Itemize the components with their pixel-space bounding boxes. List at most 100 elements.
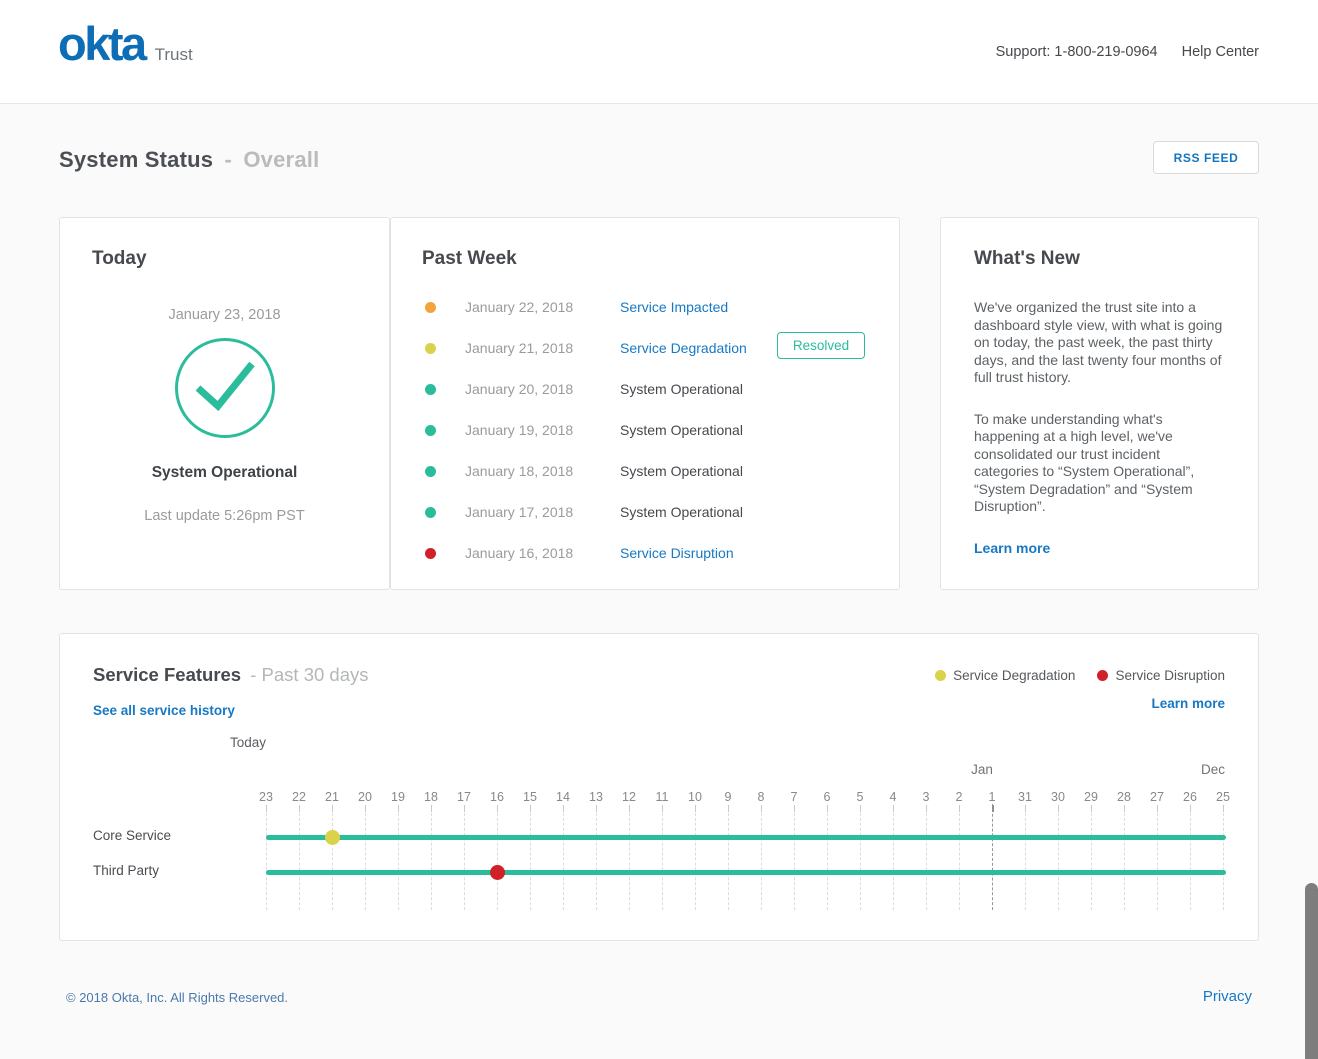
past-week-row: January 16, 2018Service Disruption (391, 540, 899, 570)
axis-day-label: 17 (449, 790, 479, 804)
status-dot-icon (425, 466, 436, 477)
okta-logo[interactable]: okta (58, 18, 145, 70)
axis-day-label: 15 (515, 790, 545, 804)
axis-tick (860, 805, 861, 812)
incident-status[interactable]: Service Impacted (620, 299, 728, 315)
gridline (299, 813, 300, 910)
footer: © 2018 Okta, Inc. All Rights Reserved. P… (0, 941, 1318, 1059)
axis-day-label: 20 (350, 790, 380, 804)
axis-day-label: 16 (482, 790, 512, 804)
axis-day-label: 23 (251, 790, 281, 804)
resolved-badge[interactable]: Resolved (777, 332, 865, 359)
scrollbar-thumb[interactable] (1305, 883, 1318, 1059)
axis-day-label: 31 (1010, 790, 1040, 804)
header: okta Trust Support: 1-800-219-0964 Help … (0, 0, 1318, 104)
axis-tick (1157, 805, 1158, 812)
chart-row-label: Core Service (93, 828, 223, 843)
logo[interactable]: okta Trust (58, 18, 193, 70)
whats-new-panel: What's New We've organized the trust sit… (940, 217, 1259, 590)
gridline (431, 813, 432, 910)
axis-day-label: 3 (911, 790, 941, 804)
past-week-row: January 19, 2018System Operational (391, 417, 899, 447)
gridline (629, 813, 630, 910)
gridline (1190, 813, 1191, 910)
incident-date: January 21, 2018 (465, 340, 573, 356)
axis-day-label: 12 (614, 790, 644, 804)
whats-new-paragraph-2: To make understanding what's happening a… (974, 411, 1225, 516)
gridline (1124, 813, 1125, 910)
axis-day-label: 6 (812, 790, 842, 804)
axis-tick (959, 805, 960, 812)
axis-tick (530, 805, 531, 812)
axis-tick (596, 805, 597, 812)
axis-day-label: 9 (713, 790, 743, 804)
axis-tick (431, 805, 432, 812)
axis-day-label: 27 (1142, 790, 1172, 804)
axis-day-label: 21 (317, 790, 347, 804)
status-dot-icon (425, 548, 436, 559)
axis-tick (1223, 805, 1224, 812)
axis-day-label: 1 (977, 790, 1007, 804)
axis-day-label: 8 (746, 790, 776, 804)
axis-tick (1124, 805, 1125, 812)
axis-tick (1025, 805, 1026, 812)
logo-trust-label: Trust (155, 45, 193, 65)
last-update-label: Last update 5:26pm PST (60, 508, 389, 524)
header-links: Support: 1-800-219-0964 Help Center (996, 44, 1259, 60)
gridline (530, 813, 531, 910)
help-center-link[interactable]: Help Center (1182, 44, 1259, 60)
incident-date: January 22, 2018 (465, 299, 573, 315)
incident-date: January 20, 2018 (465, 381, 573, 397)
gridline (695, 813, 696, 910)
page-title: System Status - Overall (59, 147, 1259, 173)
month-boundary-gridline (992, 804, 993, 910)
status-dot-icon (425, 384, 436, 395)
axis-day-label: 14 (548, 790, 578, 804)
axis-tick (827, 805, 828, 812)
axis-month-label: Dec (1193, 762, 1233, 777)
service-features-panel: Service Features - Past 30 days Service … (59, 633, 1259, 941)
incident-dot[interactable] (325, 830, 340, 845)
service-status-line (266, 870, 1226, 875)
axis-day-label: 18 (416, 790, 446, 804)
axis-tick (266, 805, 267, 812)
whats-new-learn-more-link[interactable]: Learn more (974, 540, 1050, 556)
whats-new-heading: What's New (974, 248, 1225, 270)
chart-row-label: Third Party (93, 863, 223, 878)
gridline (662, 813, 663, 910)
past-week-row: January 21, 2018 Service Degradation Resol… (391, 335, 899, 365)
axis-tick (662, 805, 663, 812)
support-phone: Support: 1-800-219-0964 (996, 44, 1158, 60)
axis-tick (761, 805, 762, 812)
axis-day-label: 28 (1109, 790, 1139, 804)
axis-day-label: 7 (779, 790, 809, 804)
past-week-panel: Past Week January 22, 2018Service Impact… (390, 217, 900, 590)
past-week-row: January 22, 2018 Service Impacted (391, 294, 899, 324)
incident-status: System Operational (620, 504, 743, 520)
axis-tick (563, 805, 564, 812)
page-title-main: System Status (59, 147, 213, 172)
rss-feed-button[interactable]: RSS FEED (1153, 141, 1259, 174)
incident-status: System Operational (620, 381, 743, 397)
gridline (959, 813, 960, 910)
today-date: January 23, 2018 (60, 307, 389, 323)
gridline (1091, 813, 1092, 910)
privacy-link[interactable]: Privacy (1203, 988, 1252, 1005)
incident-status[interactable]: Service Degradation (620, 340, 747, 356)
copyright-text: © 2018 Okta, Inc. All Rights Reserved. (66, 990, 288, 1005)
axis-day-label: 2 (944, 790, 974, 804)
gridline (1025, 813, 1026, 910)
axis-tick (398, 805, 399, 812)
status-dot-icon (425, 507, 436, 518)
axis-day-label: 19 (383, 790, 413, 804)
today-status-label: System Operational (60, 464, 389, 482)
today-panel: Today January 23, 2018 System Operationa… (59, 217, 390, 590)
axis-day-label: 22 (284, 790, 314, 804)
axis-day-label: 25 (1208, 790, 1238, 804)
operational-check-icon (175, 338, 275, 438)
today-heading: Today (92, 248, 147, 270)
incident-dot[interactable] (490, 865, 505, 880)
past-week-row: January 20, 2018 System Operational (391, 376, 899, 406)
service-status-line (266, 835, 1226, 840)
incident-status[interactable]: Service Disruption (620, 545, 734, 561)
